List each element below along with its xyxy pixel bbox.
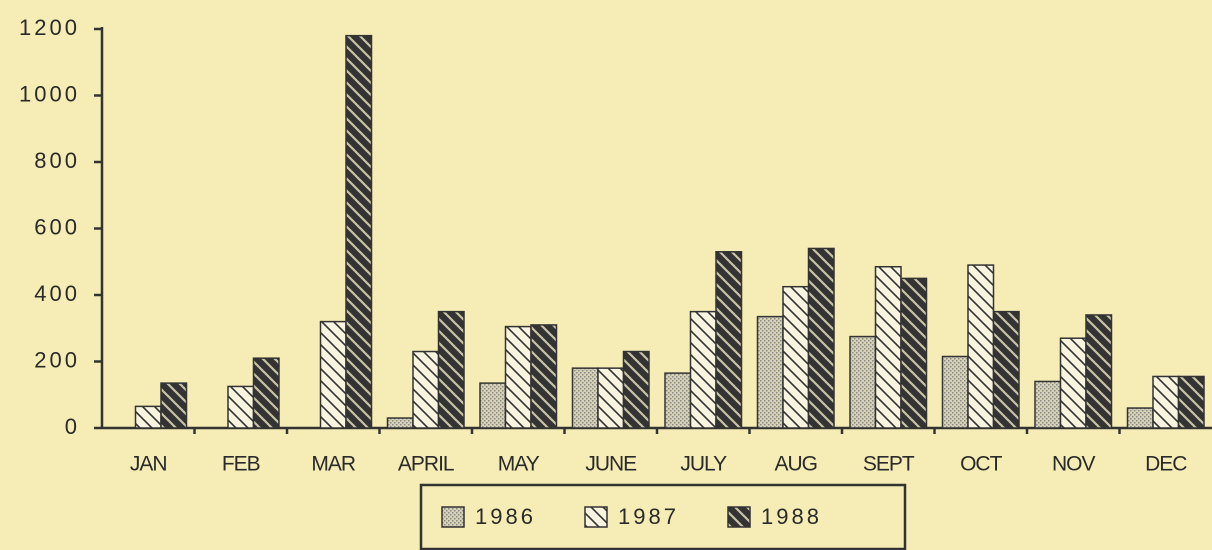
bar <box>227 385 255 429</box>
bar <box>756 315 784 429</box>
y-tick-label: 1000 <box>19 81 80 106</box>
bar <box>530 324 558 429</box>
legend-label: 1988 <box>761 504 822 529</box>
bar <box>689 310 717 429</box>
bar <box>597 367 625 429</box>
legend-swatch <box>584 506 608 528</box>
bar <box>437 310 465 429</box>
bar <box>1152 375 1180 429</box>
bar <box>345 34 373 429</box>
bar <box>1059 337 1087 429</box>
bar <box>715 251 743 429</box>
y-tick-label: 0 <box>65 414 80 439</box>
bar <box>160 382 188 429</box>
bar <box>1126 407 1154 429</box>
x-tick-label: APRIL <box>398 453 454 476</box>
legend-label: 1986 <box>475 504 536 529</box>
x-tick-label: SEPT <box>863 453 915 476</box>
bar <box>967 264 995 429</box>
x-tick-label: MAY <box>498 453 540 476</box>
bar <box>874 265 902 429</box>
legend-swatch <box>441 506 465 528</box>
y-tick-label: 600 <box>34 214 80 239</box>
bar <box>849 335 877 429</box>
x-tick-label: JUNE <box>585 453 637 476</box>
x-tick-label: OCT <box>960 453 1003 476</box>
y-tick-label: 1200 <box>19 15 80 40</box>
bar <box>571 367 599 429</box>
bar <box>319 320 347 429</box>
bar <box>622 350 650 429</box>
bar <box>807 247 835 429</box>
bar <box>664 372 692 429</box>
x-tick-label: JAN <box>130 453 167 476</box>
bar <box>134 405 162 429</box>
y-tick-label: 200 <box>34 347 80 372</box>
legend-label: 1987 <box>618 504 679 529</box>
bar <box>386 417 414 429</box>
bar <box>992 310 1020 429</box>
legend-box <box>419 483 907 550</box>
bar <box>252 357 280 429</box>
y-tick-label: 800 <box>34 148 80 173</box>
bar <box>504 325 532 429</box>
x-tick-label: AUG <box>774 453 817 476</box>
bar <box>412 350 440 429</box>
bar <box>900 277 928 429</box>
bar <box>941 355 969 429</box>
bar <box>1177 375 1205 429</box>
x-tick-label: DEC <box>1145 453 1187 476</box>
bar <box>479 382 507 429</box>
x-tick-label: FEB <box>222 453 260 476</box>
x-tick-label: MAR <box>311 453 356 476</box>
x-tick-label: JULY <box>680 453 727 476</box>
bar <box>782 285 810 429</box>
legend-swatch <box>727 506 751 528</box>
bar <box>1085 314 1113 429</box>
x-tick-label: NOV <box>1052 453 1096 476</box>
bar <box>1034 380 1062 429</box>
y-tick-label: 400 <box>34 281 80 306</box>
